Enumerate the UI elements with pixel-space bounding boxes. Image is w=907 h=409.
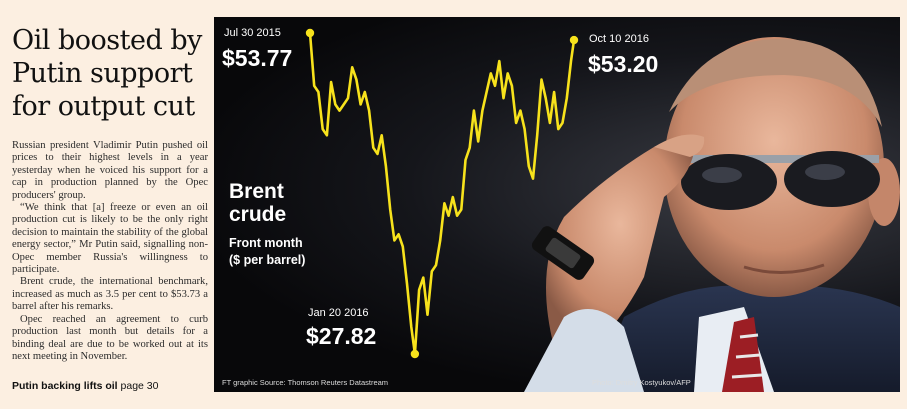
article-paragraph: Brent crude, the international benchmark… bbox=[12, 276, 208, 313]
annotation-start-value: $53.77 bbox=[222, 45, 293, 71]
graphic-source-credit: FT graphic Source: Thomson Reuters Datas… bbox=[222, 378, 389, 387]
photo-credit: Photo: Dmitry Kostyukov/AFP bbox=[592, 378, 691, 387]
article-paragraph: Opec reached an agreement to curb produc… bbox=[12, 313, 208, 362]
annotation-start-date: Jul 30 2015 bbox=[224, 27, 281, 39]
annotation-low-value: $27.82 bbox=[306, 323, 377, 349]
chart-title: Brent crude bbox=[229, 180, 319, 226]
line-chart bbox=[305, 28, 579, 359]
article-paragraph: Russian president Vladimir Putin pushed … bbox=[12, 140, 208, 201]
brent-price-line bbox=[308, 32, 576, 356]
page-reference[interactable]: Putin backing lifts oil page 30 bbox=[12, 380, 158, 392]
annotation-end-date: Oct 10 2016 bbox=[589, 33, 649, 45]
article-paragraph: “We think that [a] freeze or even an oil… bbox=[12, 202, 208, 276]
putin-photo-illustration bbox=[524, 37, 900, 392]
article-body: Russian president Vladimir Putin pushed … bbox=[12, 140, 208, 363]
headline: Oil boosted by Putin support for output … bbox=[12, 25, 202, 122]
chart-subtitle-1: Front month bbox=[229, 236, 303, 250]
start-point-marker bbox=[305, 28, 315, 38]
chart-subtitle-2: ($ per barrel) bbox=[229, 253, 306, 267]
teaser-page: page 30 bbox=[117, 380, 159, 392]
chart-title-text: Brent crude bbox=[229, 180, 287, 226]
annotation-low-date: Jan 20 2016 bbox=[308, 307, 369, 319]
annotation-end-value: $53.20 bbox=[588, 51, 659, 77]
low-point-marker bbox=[410, 349, 420, 359]
end-point-marker bbox=[569, 35, 579, 45]
brent-chart-panel: Jul 30 2015 $53.77 Oct 10 2016 $53.20 Ja… bbox=[214, 17, 900, 392]
teaser-title: Putin backing lifts oil bbox=[12, 380, 118, 392]
